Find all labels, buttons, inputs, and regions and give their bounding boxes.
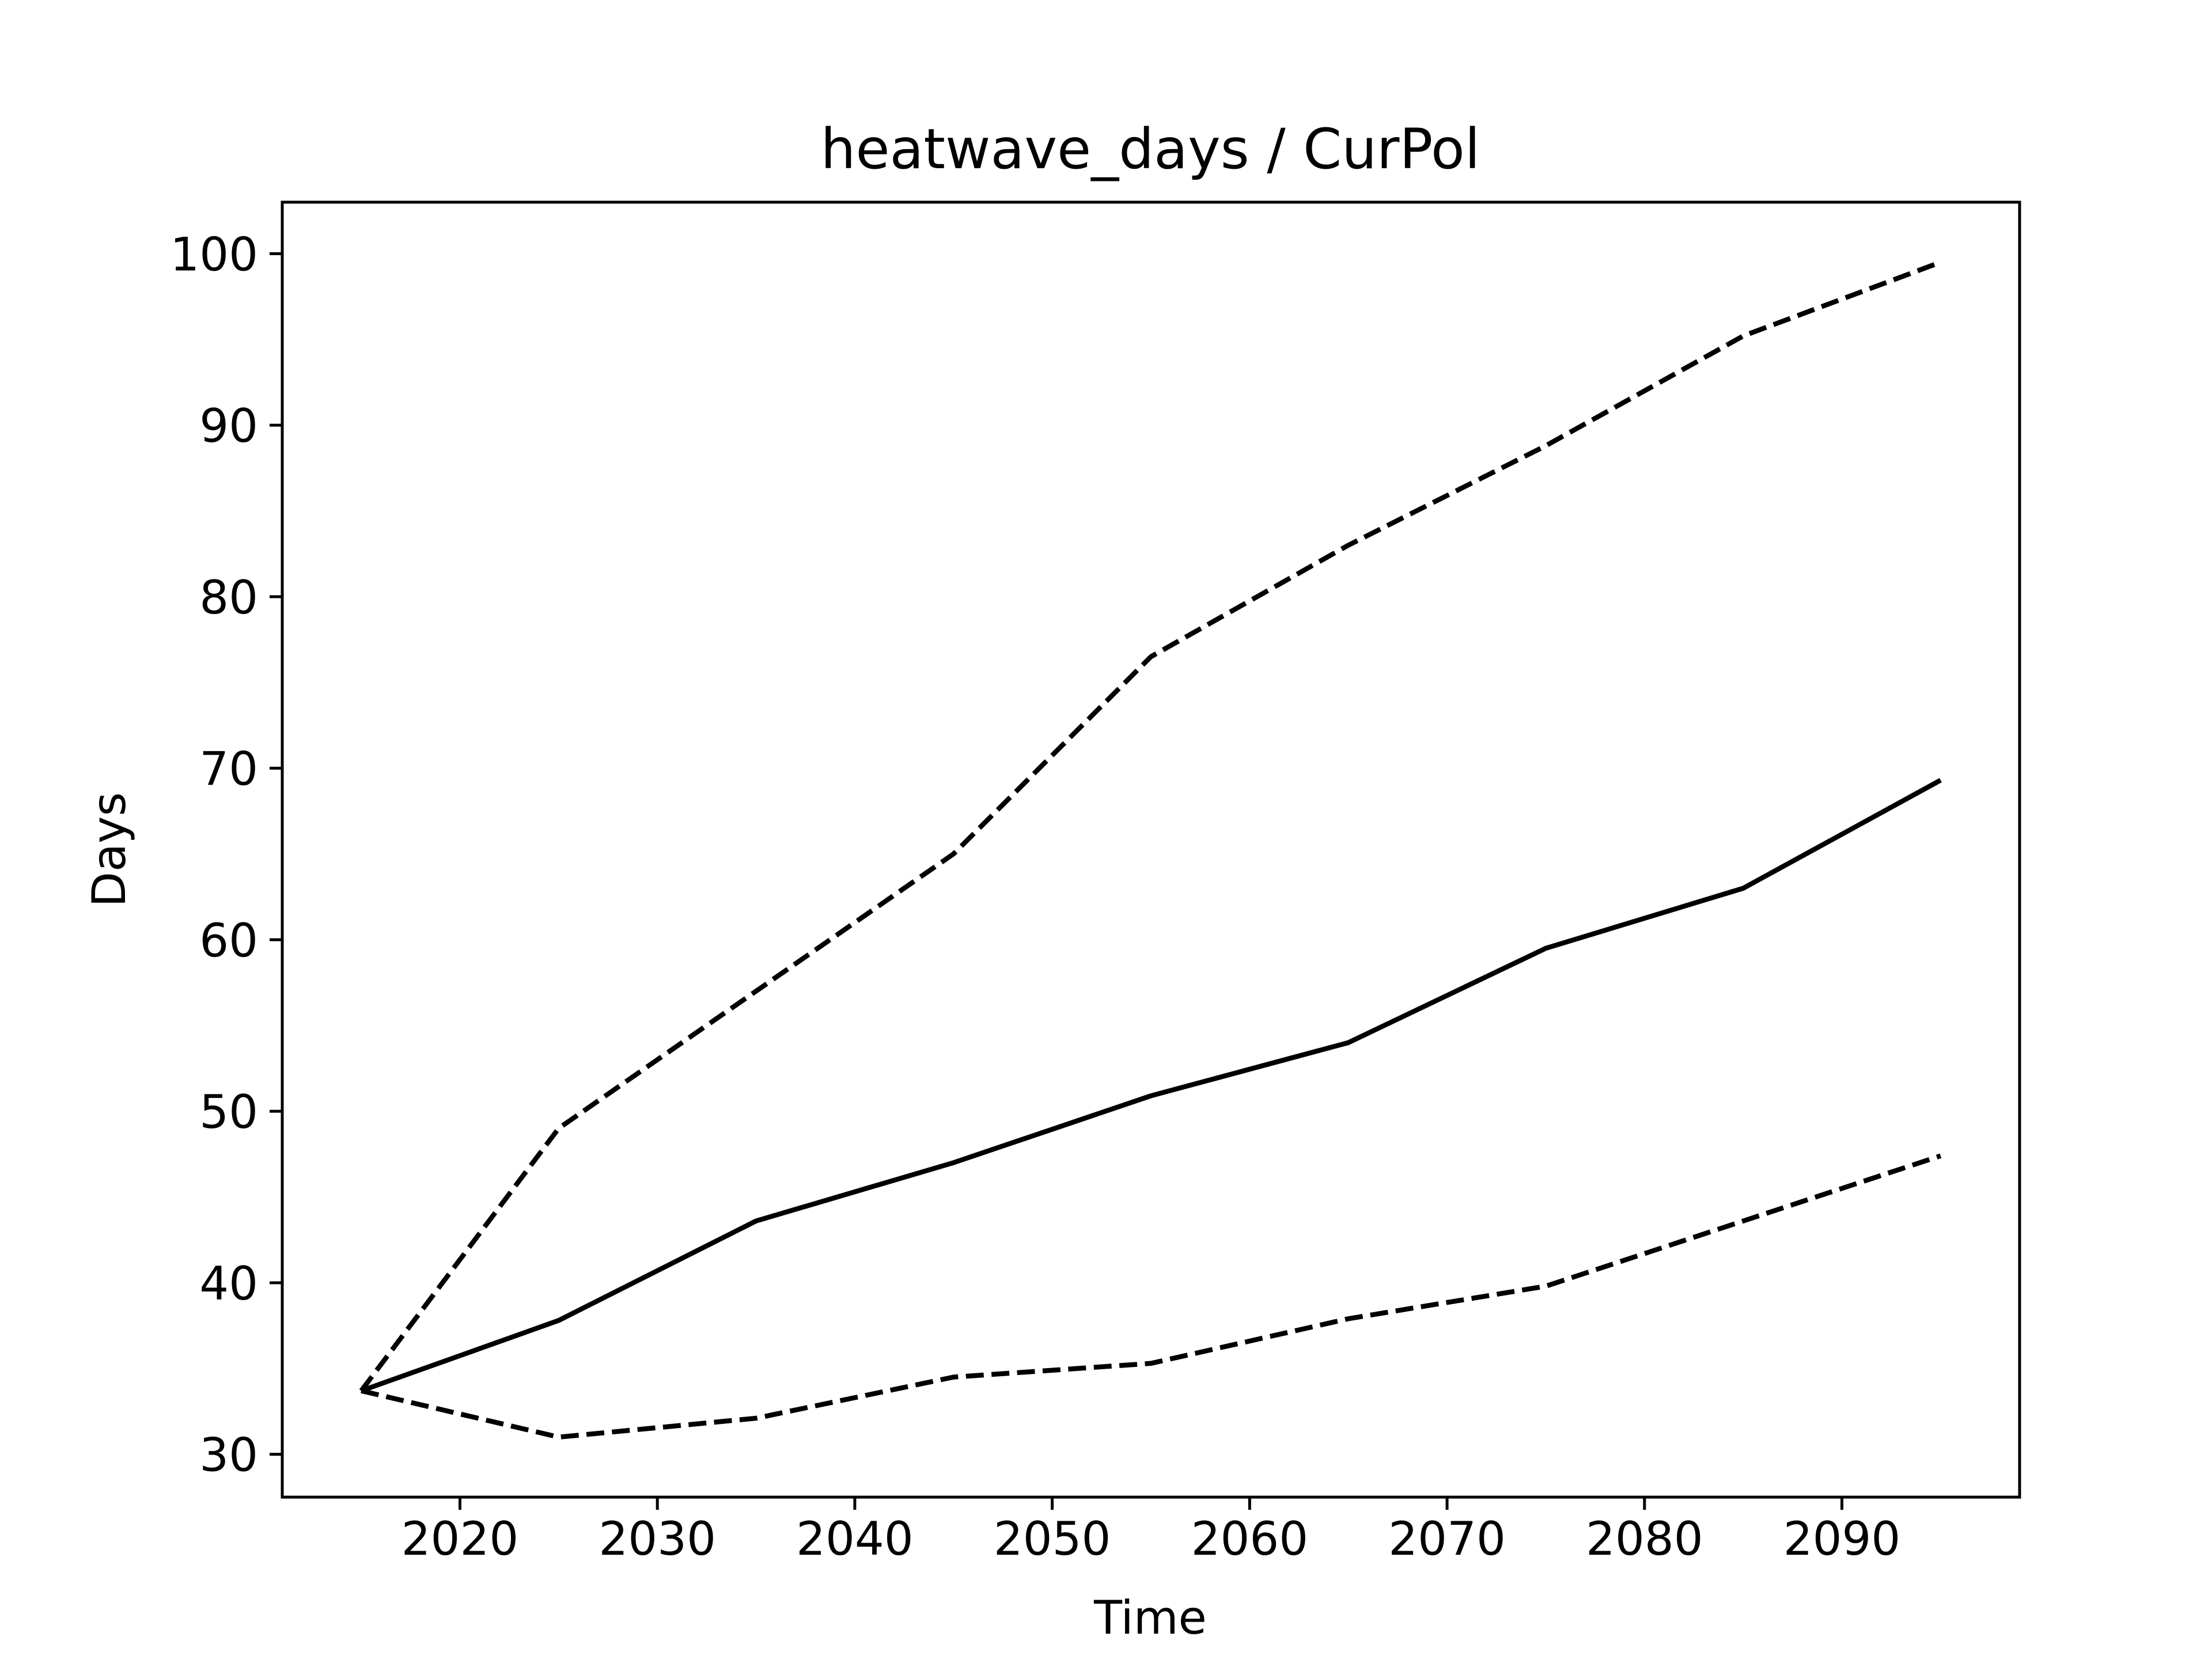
y-tick-label: 90 [199, 399, 258, 453]
x-tick-label: 2020 [402, 1512, 519, 1566]
x-tick-label: 2030 [599, 1512, 716, 1566]
chart-title: heatwave_days / CurPol [821, 117, 1480, 181]
y-tick-label: 40 [199, 1257, 258, 1310]
y-tick-label: 30 [199, 1429, 258, 1482]
y-tick-label: 60 [199, 914, 258, 967]
series-line-median [360, 778, 1942, 1393]
y-tick-label: 70 [199, 743, 258, 796]
x-tick-label: 2070 [1388, 1512, 1506, 1566]
x-tick-label: 2040 [796, 1512, 914, 1566]
plot-area: 2020 2030 2040 2050 2060 2070 2080 2090 30 40 50 6… [170, 200, 2021, 1566]
y-axis-label: Days [82, 792, 136, 907]
y-tick-label: 100 [170, 228, 258, 281]
x-tick-label: 2050 [994, 1512, 1111, 1566]
x-axis-label: Time [1093, 1591, 1207, 1645]
y-tick-label: 50 [199, 1085, 258, 1139]
x-tick-label: 2080 [1586, 1512, 1703, 1566]
x-tick-label: 2060 [1191, 1512, 1309, 1566]
series-layer [359, 260, 1942, 1440]
y-axis: 30 40 50 60 70 80 90 100 [170, 228, 282, 1482]
x-axis: 2020 2030 2040 2050 2060 2070 2080 2090 [402, 1497, 1901, 1566]
x-tick-label: 2090 [1783, 1512, 1901, 1566]
plot-frame [281, 200, 2021, 1499]
series-line-upper [359, 260, 1942, 1392]
y-tick-label: 80 [199, 571, 258, 624]
series-line-lower [361, 1153, 1942, 1440]
